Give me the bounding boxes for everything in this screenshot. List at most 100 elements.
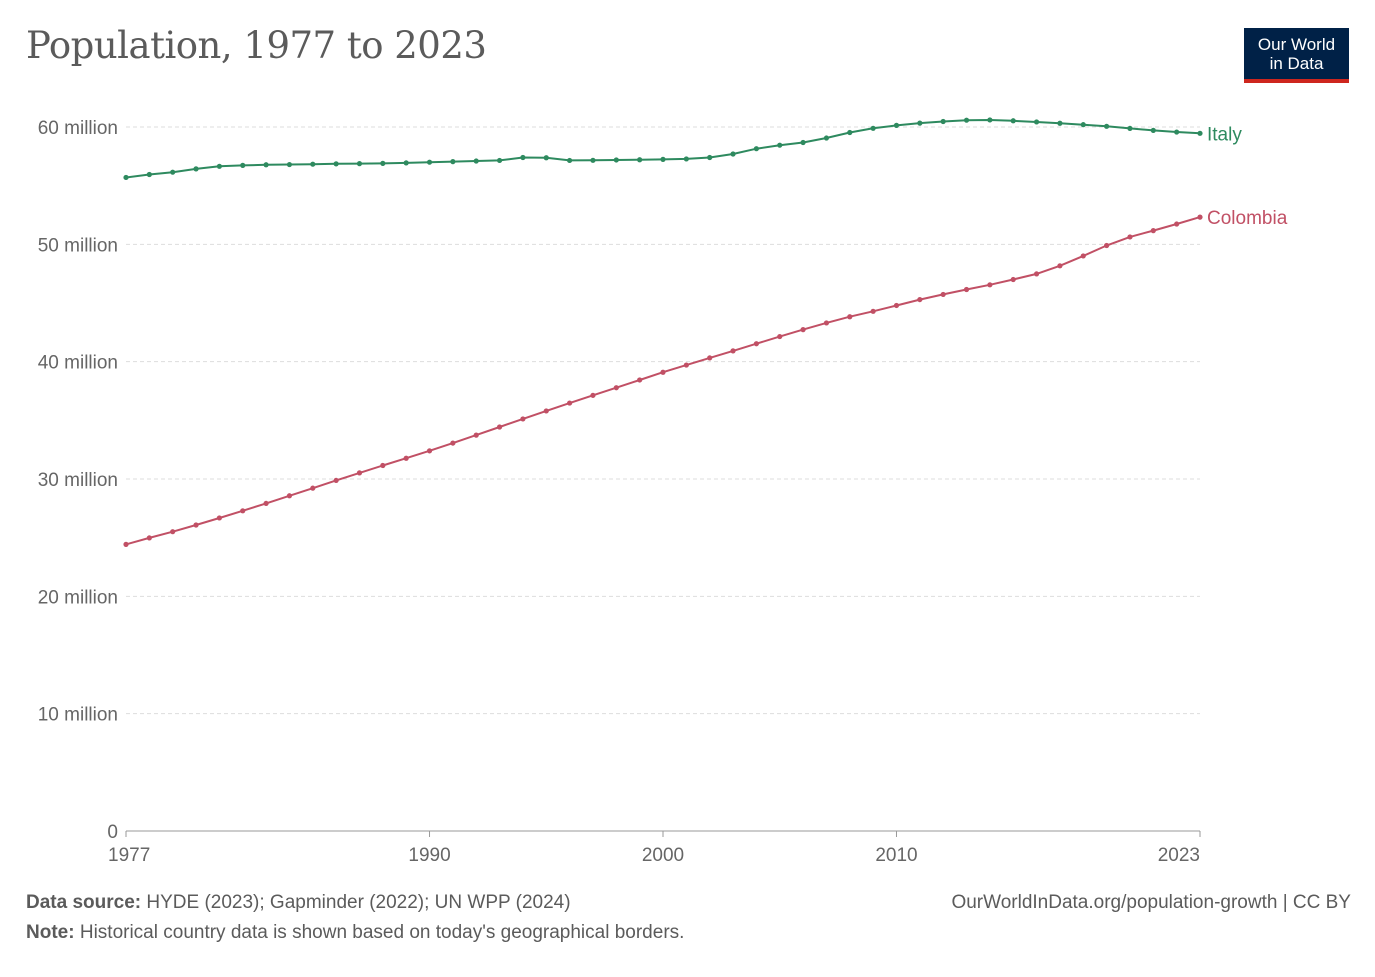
data-point[interactable]	[1057, 120, 1063, 126]
data-point[interactable]	[543, 155, 549, 161]
data-point[interactable]	[403, 455, 409, 461]
data-point[interactable]	[660, 156, 666, 162]
data-point[interactable]	[800, 327, 806, 333]
data-point[interactable]	[1010, 276, 1016, 283]
data-point[interactable]	[683, 156, 689, 162]
data-point[interactable]	[870, 125, 876, 131]
data-point[interactable]	[963, 117, 970, 123]
data-point[interactable]	[520, 416, 526, 422]
data-point[interactable]	[870, 308, 876, 314]
data-point[interactable]	[193, 522, 199, 528]
data-point[interactable]	[823, 135, 830, 141]
data-point[interactable]	[893, 122, 900, 128]
data-point[interactable]	[730, 151, 736, 157]
data-point[interactable]	[1150, 127, 1156, 134]
data-point[interactable]	[123, 541, 129, 547]
data-point[interactable]	[333, 477, 339, 484]
data-point[interactable]	[637, 377, 643, 383]
data-point[interactable]	[730, 348, 736, 354]
series-label[interactable]: Colombia	[1207, 208, 1288, 229]
data-point[interactable]	[216, 163, 222, 169]
series-line[interactable]	[125, 118, 1201, 179]
data-point[interactable]	[356, 470, 363, 476]
data-point[interactable]	[777, 333, 783, 340]
data-point[interactable]	[310, 485, 316, 491]
data-point[interactable]	[963, 286, 970, 293]
data-point[interactable]	[753, 341, 759, 347]
data-point[interactable]	[1080, 122, 1086, 128]
owid-logo[interactable]: Our World in Data	[1244, 28, 1349, 83]
data-point[interactable]	[146, 535, 152, 541]
data-point[interactable]	[496, 424, 503, 430]
data-point[interactable]	[893, 302, 900, 309]
data-point[interactable]	[193, 166, 199, 172]
data-source-text[interactable]: HYDE (2023); Gapminder (2022); UN WPP (2…	[146, 892, 571, 913]
data-point[interactable]	[847, 129, 853, 136]
data-point[interactable]	[1197, 130, 1203, 136]
data-point[interactable]	[286, 161, 293, 168]
data-point[interactable]	[637, 157, 643, 163]
data-point[interactable]	[216, 515, 222, 521]
data-point[interactable]	[707, 355, 713, 361]
data-point[interactable]	[240, 508, 246, 514]
data-point[interactable]	[450, 440, 456, 446]
data-point[interactable]	[613, 157, 619, 163]
data-point[interactable]	[1080, 253, 1086, 259]
data-point[interactable]	[1127, 125, 1133, 132]
data-point[interactable]	[426, 159, 433, 165]
data-point[interactable]	[520, 154, 526, 161]
data-point[interactable]	[1150, 228, 1156, 234]
data-point[interactable]	[240, 162, 246, 168]
data-point[interactable]	[263, 500, 269, 507]
data-point[interactable]	[1104, 123, 1110, 129]
data-point[interactable]	[310, 161, 316, 167]
data-point[interactable]	[450, 159, 456, 165]
data-point[interactable]	[777, 142, 783, 148]
data-point[interactable]	[567, 400, 573, 406]
data-point[interactable]	[473, 158, 479, 164]
data-point[interactable]	[1174, 221, 1180, 227]
data-point[interactable]	[940, 118, 946, 125]
data-point[interactable]	[660, 369, 666, 375]
data-point[interactable]	[590, 157, 596, 163]
data-point[interactable]	[590, 392, 596, 398]
data-point[interactable]	[1127, 234, 1133, 240]
source-url-link[interactable]: OurWorldInData.org/population-growth | C…	[951, 892, 1351, 913]
data-point[interactable]	[917, 296, 923, 303]
data-point[interactable]	[753, 146, 759, 152]
data-point[interactable]	[1104, 242, 1110, 249]
data-point[interactable]	[683, 362, 689, 368]
data-point[interactable]	[123, 174, 129, 181]
data-point[interactable]	[1197, 214, 1203, 220]
data-point[interactable]	[333, 161, 339, 167]
data-point[interactable]	[987, 282, 993, 288]
data-point[interactable]	[1057, 263, 1063, 269]
data-point[interactable]	[800, 139, 806, 146]
data-point[interactable]	[917, 120, 923, 126]
data-point[interactable]	[1174, 129, 1180, 135]
data-point[interactable]	[567, 157, 573, 164]
data-point[interactable]	[613, 385, 619, 391]
data-point[interactable]	[170, 169, 176, 175]
data-point[interactable]	[286, 493, 293, 499]
data-point[interactable]	[356, 161, 363, 167]
data-point[interactable]	[473, 432, 479, 438]
data-point[interactable]	[496, 157, 503, 164]
data-point[interactable]	[426, 448, 433, 454]
data-point[interactable]	[380, 160, 386, 166]
data-point[interactable]	[823, 320, 830, 326]
data-point[interactable]	[1033, 271, 1040, 277]
data-point[interactable]	[707, 154, 713, 161]
data-point[interactable]	[146, 171, 152, 178]
data-point[interactable]	[170, 529, 176, 535]
data-point[interactable]	[847, 314, 853, 320]
data-point[interactable]	[940, 291, 946, 298]
data-point[interactable]	[987, 117, 993, 123]
series-label[interactable]: Italy	[1207, 124, 1242, 145]
data-point[interactable]	[1033, 119, 1040, 125]
data-point[interactable]	[543, 408, 549, 414]
data-point[interactable]	[403, 160, 409, 166]
data-point[interactable]	[1010, 118, 1016, 124]
data-point[interactable]	[380, 462, 386, 469]
data-point[interactable]	[263, 162, 269, 168]
